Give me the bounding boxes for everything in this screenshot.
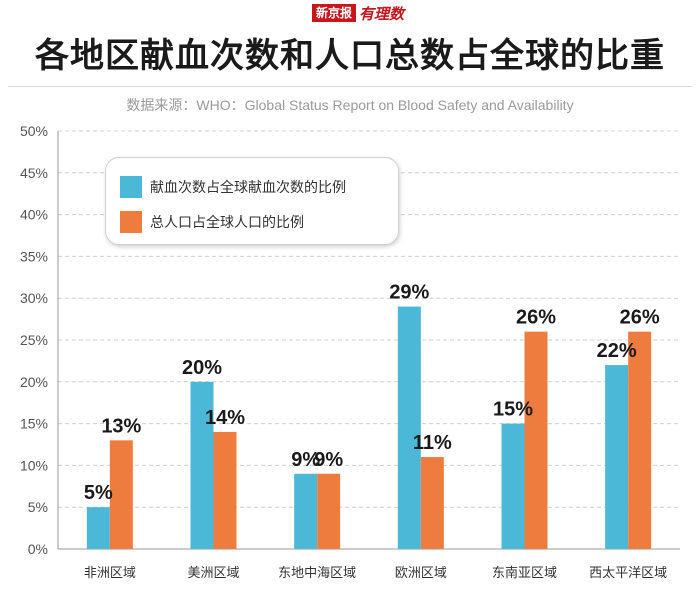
data-label: 22% bbox=[597, 340, 637, 362]
data-label: 11% bbox=[413, 432, 452, 454]
y-tick-label: 5% bbox=[28, 499, 48, 515]
data-label: 5% bbox=[84, 482, 113, 504]
legend-swatch-population bbox=[120, 211, 142, 233]
bar bbox=[628, 331, 652, 549]
legend: 献血次数占全球献血次数的比例 总人口占全球人口的比例 bbox=[105, 157, 399, 245]
data-label: 9% bbox=[291, 449, 320, 471]
y-tick-label: 10% bbox=[20, 457, 48, 473]
data-label: 26% bbox=[620, 307, 660, 329]
y-tick-label: 30% bbox=[20, 290, 48, 306]
data-label: 26% bbox=[516, 307, 556, 329]
data-label: 9% bbox=[314, 449, 343, 471]
title-divider bbox=[8, 86, 692, 87]
bar bbox=[294, 473, 318, 549]
bar bbox=[86, 507, 110, 549]
bar bbox=[397, 306, 421, 549]
bar bbox=[213, 431, 237, 549]
legend-label-population: 总人口占全球人口的比例 bbox=[150, 215, 304, 231]
data-label: 20% bbox=[182, 357, 222, 379]
data-label: 29% bbox=[389, 282, 429, 304]
bar bbox=[524, 331, 548, 549]
y-tick-label: 0% bbox=[28, 541, 48, 557]
bar bbox=[317, 473, 341, 549]
category-label: 美洲区域 bbox=[187, 566, 239, 581]
legend-item-blood: 献血次数占全球献血次数的比例 bbox=[120, 176, 346, 198]
bar bbox=[190, 381, 214, 549]
brand-box: 新京报 bbox=[312, 4, 357, 22]
brand-logo: 新京报 有理数 bbox=[312, 4, 405, 23]
y-tick-labels: 0% 5% 10% 15% 20% 25% 30% 35% 40% 45% 50% bbox=[20, 123, 48, 557]
data-label: 13% bbox=[101, 415, 141, 437]
category-label: 非洲区域 bbox=[84, 566, 136, 581]
category-labels: 非洲区域 美洲区域 东地中海区域 欧洲区域 东南亚区域 西太平洋区域 bbox=[84, 565, 667, 581]
y-tick-label: 45% bbox=[20, 165, 48, 181]
data-labels: 5% 13% 20% 14% 9%9% 29% 11% 15% 26% 22% 26% bbox=[84, 282, 660, 505]
y-tick-label: 15% bbox=[20, 416, 48, 432]
y-tick-label: 40% bbox=[20, 207, 48, 223]
bar bbox=[605, 365, 629, 549]
chart-title: 各地区献血次数和人口总数占全球的比重 bbox=[35, 36, 665, 76]
category-label: 东南亚区域 bbox=[492, 565, 557, 581]
category-label: 欧洲区域 bbox=[395, 566, 447, 581]
y-tick-label: 50% bbox=[20, 123, 48, 139]
bars bbox=[86, 306, 652, 549]
y-tick-label: 35% bbox=[20, 248, 48, 264]
category-label: 西太平洋区域 bbox=[589, 566, 667, 581]
data-label: 14% bbox=[205, 407, 245, 429]
category-label: 东地中海区域 bbox=[278, 566, 356, 581]
bar bbox=[109, 440, 133, 549]
legend-swatch-blood bbox=[120, 176, 142, 198]
grid-lines bbox=[57, 130, 680, 550]
bar bbox=[420, 457, 444, 549]
y-tick-label: 20% bbox=[20, 374, 48, 390]
y-tick-label: 25% bbox=[20, 332, 48, 348]
chart-subtitle: 数据来源：WHO：Global Status Report on Blood S… bbox=[126, 97, 574, 113]
legend-label-blood: 献血次数占全球献血次数的比例 bbox=[150, 180, 346, 196]
legend-item-population: 总人口占全球人口的比例 bbox=[120, 211, 304, 233]
data-label: 15% bbox=[493, 399, 533, 421]
bar bbox=[501, 423, 525, 549]
brand-script: 有理数 bbox=[359, 4, 405, 23]
